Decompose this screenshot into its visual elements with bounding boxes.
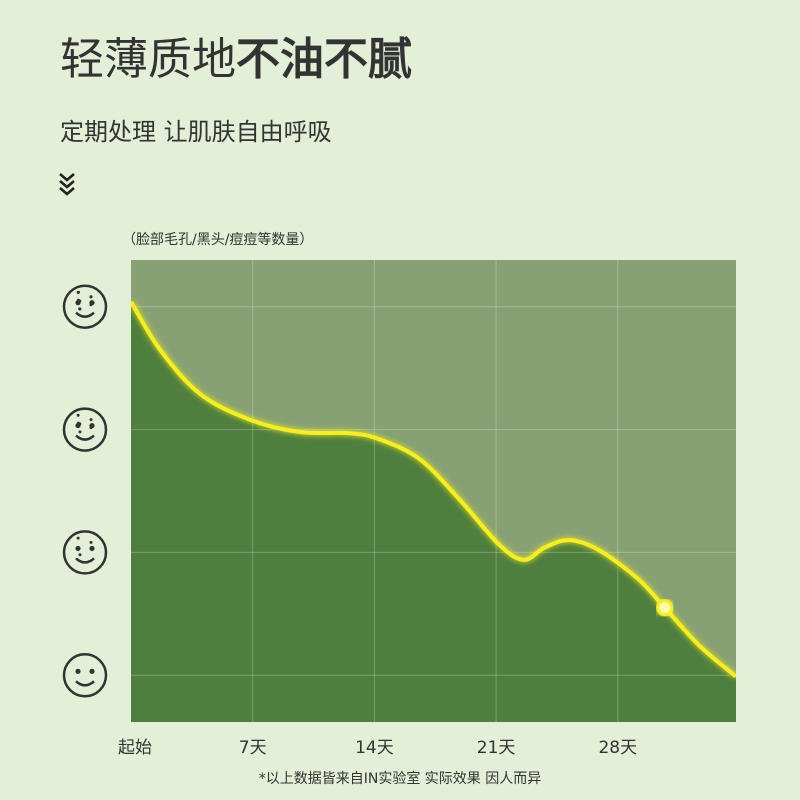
x-tick-label: 28天 xyxy=(598,738,637,758)
blemish xyxy=(76,536,80,540)
x-tick-label: 14天 xyxy=(355,738,394,758)
x-tick-label: 起始 xyxy=(118,738,152,758)
blemish xyxy=(89,303,93,307)
blemish xyxy=(76,413,80,417)
plot: 起始 7天 14天 21天 28天 xyxy=(62,260,736,758)
eye xyxy=(75,545,81,552)
blemish xyxy=(89,426,93,430)
line xyxy=(131,300,736,679)
blemish xyxy=(89,418,93,422)
face-icon xyxy=(62,653,108,698)
face-outline xyxy=(62,530,108,575)
subtitle: 定期处理 让肌肤自由呼吸 xyxy=(60,118,332,146)
highlight-point xyxy=(656,599,674,617)
mouth xyxy=(75,557,95,564)
face-outline xyxy=(62,407,108,452)
title: 轻薄质地不油不腻 xyxy=(60,34,412,85)
eye xyxy=(89,545,95,552)
face-icon xyxy=(62,284,108,329)
blemish xyxy=(78,553,82,557)
blemish xyxy=(78,430,82,434)
footnote: *以上数据皆来自IN实验室 实际效果 因人而异 xyxy=(259,770,542,787)
face-outline xyxy=(62,284,108,329)
blemish xyxy=(78,307,82,311)
mouth xyxy=(75,434,95,441)
face-icon xyxy=(62,407,108,452)
blemish xyxy=(76,421,80,425)
mouth xyxy=(75,680,95,687)
blemish xyxy=(76,298,80,302)
x-tick-label: 7天 xyxy=(239,738,267,758)
x-tick-label: 21天 xyxy=(477,738,516,758)
eye xyxy=(75,668,81,674)
title-light: 轻薄质地 xyxy=(60,34,236,85)
mouth xyxy=(75,311,95,318)
face-outline xyxy=(62,653,108,698)
eye xyxy=(89,668,95,674)
y-axis-label: （脸部毛孔/黑头/痘痘等数量） xyxy=(122,231,313,248)
title-bold: 不油不腻 xyxy=(236,34,412,85)
blemish xyxy=(77,290,81,294)
blemish xyxy=(89,540,93,544)
blemish xyxy=(89,295,93,299)
face-icon xyxy=(62,530,108,575)
chevron-icon xyxy=(59,173,75,196)
area xyxy=(131,301,736,722)
